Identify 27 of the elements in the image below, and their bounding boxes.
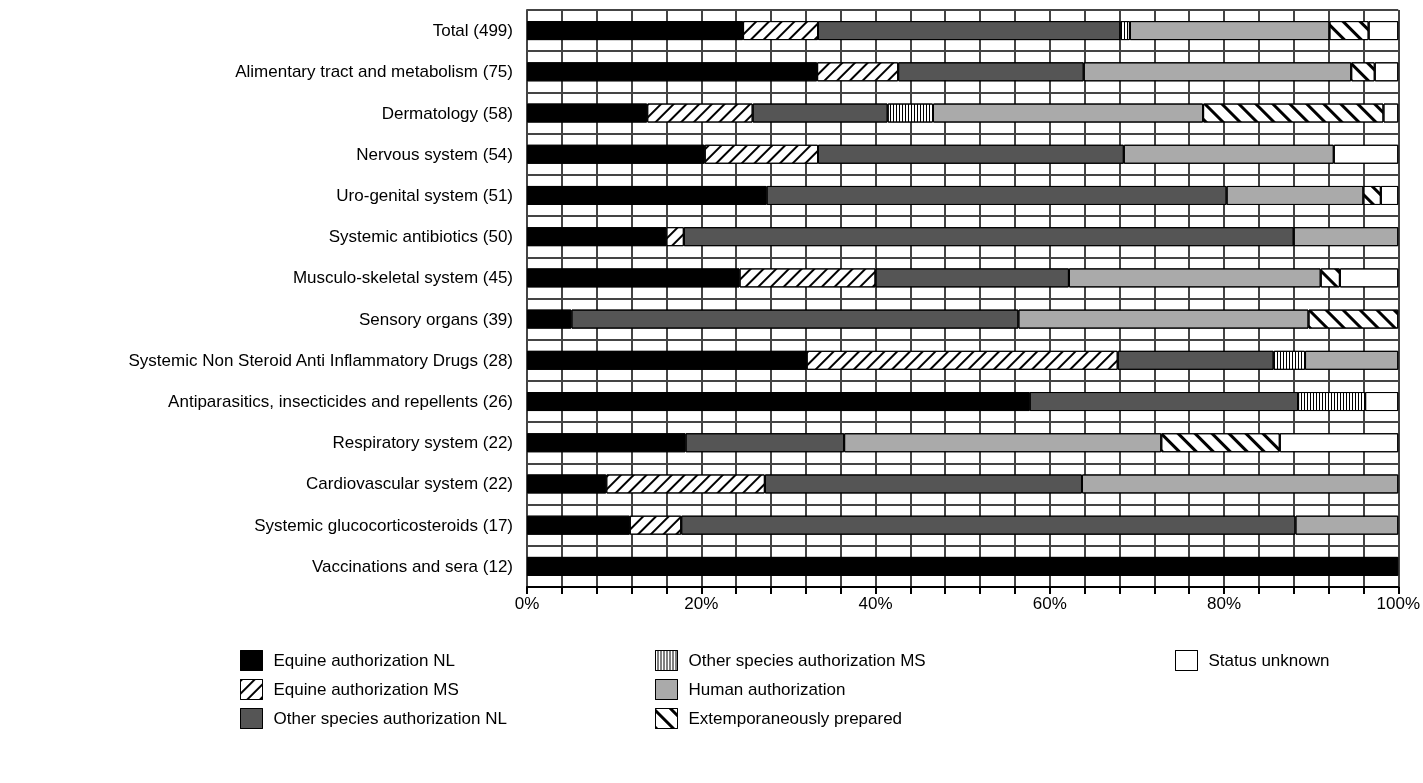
legend-label: Other species authorization MS	[688, 651, 926, 670]
x-tick-label: 40%	[858, 594, 893, 613]
legend-label: Other species authorization NL	[273, 709, 507, 728]
legend-label: Status unknown	[1208, 651, 1330, 670]
y-tick-label: Respiratory system (22)	[332, 433, 513, 453]
x-tick-label: 20%	[684, 594, 719, 613]
y-tick-label: Nervous system (54)	[356, 144, 513, 164]
x-tick-label: 0%	[514, 594, 540, 613]
x-tick-label: 80%	[1206, 594, 1242, 613]
y-tick-label: Systemic Non Steroid Anti Inflammatory Drugs (28)	[128, 350, 513, 370]
x-tick-label: 100%	[1376, 594, 1420, 613]
y-tick-label: Uro-genital system (51)	[336, 185, 513, 205]
y-tick-label: Musculo-skeletal system (45)	[292, 268, 513, 288]
y-tick-label: Cardiovascular system (22)	[306, 474, 513, 494]
x-tick-label: 60%	[1032, 594, 1067, 613]
legend-label: Extemporaneously prepared	[688, 709, 903, 728]
y-tick-label: Antiparasitics, insecticides and repellents (26)	[168, 392, 513, 412]
y-tick-label: Sensory organs (39)	[358, 309, 513, 329]
y-tick-label: Total (499)	[432, 21, 513, 41]
y-tick-label: Dermatology (58)	[381, 103, 513, 123]
legend-label: Equine authorization MS	[273, 680, 459, 699]
y-tick-label: Alimentary tract and metabolism (75)	[235, 62, 513, 82]
y-tick-label: Systemic antibiotics (50)	[328, 227, 513, 247]
legend-label: Equine authorization NL	[273, 651, 455, 670]
y-tick-label: Systemic glucocorticosteroids (17)	[254, 515, 513, 535]
y-tick-label: Vaccinations and sera (12)	[312, 556, 513, 576]
legend-label: Human authorization	[688, 680, 846, 699]
